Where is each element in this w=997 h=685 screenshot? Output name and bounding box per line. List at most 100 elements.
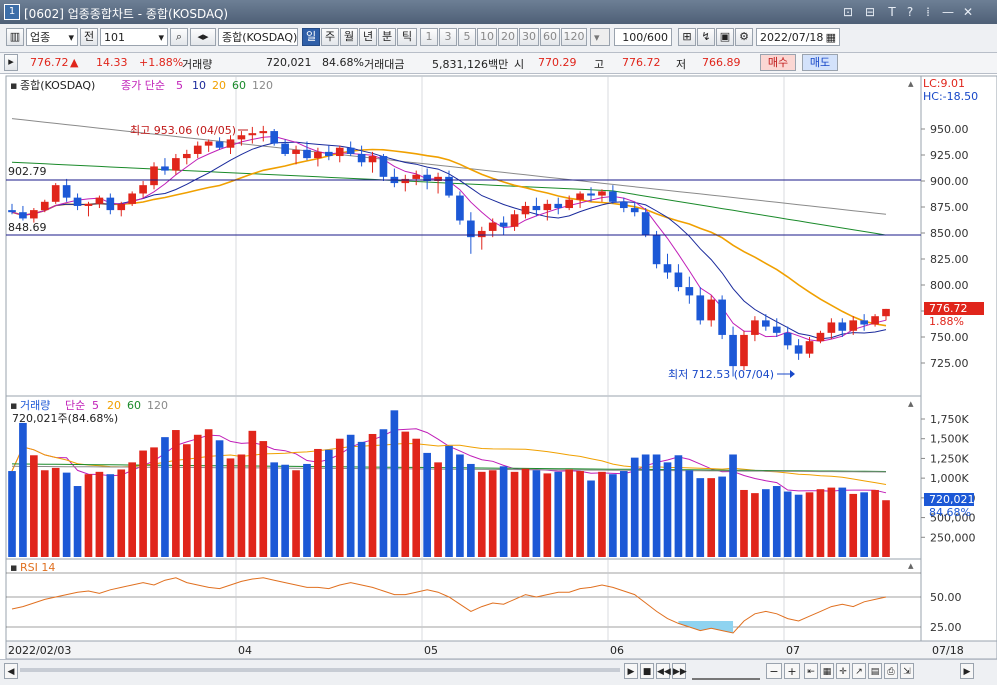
period-minute-tab[interactable]: 분 <box>378 28 396 46</box>
price-tick-label: 750.00 <box>930 331 969 344</box>
volume-bar <box>95 471 104 557</box>
step-back-icon[interactable]: ◀◀ <box>656 663 671 679</box>
price-change: 14.33 <box>96 56 128 69</box>
tool-icon[interactable]: ⊞ <box>678 28 696 46</box>
volume-bar <box>62 472 71 557</box>
price-tick-label: 825.00 <box>930 253 969 266</box>
step-120-button[interactable]: 120 <box>561 28 587 46</box>
close-button[interactable]: ✕ <box>962 5 974 19</box>
print-icon[interactable]: ⎙ <box>884 663 898 679</box>
zoom-out-button[interactable]: − <box>766 663 782 679</box>
chart-option-icon[interactable]: ▤ <box>868 663 882 679</box>
volume-bar <box>488 470 497 557</box>
period-day-tab[interactable]: 일 <box>302 28 320 46</box>
step-60-button[interactable]: 60 <box>540 28 560 46</box>
stock-chart[interactable]: 950.00 925.00 900.00 875.00 850.00 825.00 800.… <box>0 74 997 660</box>
step-30-button[interactable]: 30 <box>519 28 539 46</box>
legend-ma10: 10 <box>192 79 206 92</box>
count-field[interactable]: 100/600 <box>614 28 672 46</box>
menu-icon[interactable]: ⁞ <box>926 5 930 19</box>
volume-bar <box>226 458 235 557</box>
candle-body <box>204 141 213 146</box>
volume-bar <box>598 471 606 557</box>
scroll-left-icon[interactable]: ◀ <box>4 663 18 679</box>
search-icon[interactable]: ⌕ <box>170 28 188 46</box>
candle-body <box>215 141 224 148</box>
step-dropdown[interactable]: ▾ <box>590 28 610 46</box>
candle-body <box>805 341 814 354</box>
save-icon[interactable]: ▣ <box>716 28 734 46</box>
volume-legend-ma20: 20 <box>107 399 121 412</box>
step-1-button[interactable]: 1 <box>420 28 438 46</box>
up-arrow-icon: ▲ <box>70 56 79 69</box>
candle-body <box>740 334 748 367</box>
prev-icon[interactable]: ⇤ <box>804 663 818 679</box>
export-icon[interactable]: ⇲ <box>900 663 914 679</box>
legend-marker-icon: ▪ <box>10 561 17 574</box>
candle-body <box>434 176 442 181</box>
period-week-tab[interactable]: 주 <box>321 28 339 46</box>
expand-icon[interactable]: ▸ <box>4 54 18 71</box>
date-field[interactable]: 2022/07/18 ▦ <box>756 28 840 46</box>
step-forward-icon[interactable]: ▶▶ <box>672 663 687 679</box>
zoom-slider[interactable] <box>692 664 760 680</box>
candle-body <box>521 205 530 215</box>
layout-icon[interactable]: ⊟ <box>864 5 876 19</box>
zoom-in-button[interactable]: + <box>784 663 800 679</box>
scroll-track[interactable] <box>20 668 620 672</box>
price-legend-ma-label: 종가 단순 <box>121 79 165 92</box>
volume-bar <box>565 469 573 557</box>
volume-legend-ma-label: 단순 <box>65 399 85 412</box>
period-year-tab[interactable]: 년 <box>359 28 377 46</box>
market-select[interactable]: 업종 ▾ <box>26 28 78 46</box>
volume-bar <box>401 431 410 557</box>
candle-body <box>8 210 16 213</box>
volume-tick-label: 500,000 <box>930 512 976 525</box>
volume-bar <box>379 429 388 557</box>
candle-body <box>139 185 147 194</box>
chart-type-icon[interactable]: ▥ <box>6 28 24 46</box>
link-icon[interactable]: ⊡ <box>842 5 854 19</box>
buy-button[interactable]: 매수 <box>760 54 796 71</box>
period-month-tab[interactable]: 월 <box>340 28 358 46</box>
scroll-right-icon[interactable]: ▶ <box>960 663 974 679</box>
step-3-button[interactable]: 3 <box>439 28 457 46</box>
sell-button[interactable]: 매도 <box>802 54 838 71</box>
settings-icon[interactable]: ⚙ <box>735 28 753 46</box>
chart-area[interactable]: 950.00 925.00 900.00 875.00 850.00 825.00 800.… <box>0 74 997 660</box>
candle-body <box>51 185 60 202</box>
x-label-may: 05 <box>424 644 438 657</box>
text-icon[interactable]: T <box>888 5 896 19</box>
step-10-button[interactable]: 10 <box>477 28 497 46</box>
draw-icon[interactable]: ↯ <box>697 28 715 46</box>
prev-next-icon[interactable]: ◂▸ <box>190 28 216 46</box>
period-tick-tab[interactable]: 틱 <box>397 28 417 46</box>
volume-bar <box>73 486 82 557</box>
price-tick-label: 925.00 <box>930 149 969 162</box>
volume-bar <box>335 438 344 557</box>
volume-bar <box>357 441 366 557</box>
minimize-button[interactable]: — <box>942 5 954 19</box>
play-icon[interactable]: ▶ <box>624 663 638 679</box>
crosshair-icon[interactable]: ✛ <box>836 663 850 679</box>
low-label: 저 <box>676 58 687 71</box>
candle-body <box>117 203 126 211</box>
line-icon[interactable]: ↗ <box>852 663 866 679</box>
market-type-button[interactable]: 전 <box>80 28 98 46</box>
help-icon[interactable]: ? <box>906 5 914 19</box>
candle-body <box>467 220 475 238</box>
candle-body <box>40 201 49 211</box>
volume-bar <box>434 462 442 557</box>
candle-body <box>73 197 82 206</box>
min-arrow-head <box>790 370 795 378</box>
code-input[interactable]: 101 ▾ <box>100 28 168 46</box>
step-5-button[interactable]: 5 <box>458 28 476 46</box>
volume-tag <box>924 493 974 506</box>
price-tick-label: 875.00 <box>930 201 969 214</box>
step-20-button[interactable]: 20 <box>498 28 518 46</box>
volume-bar <box>751 493 759 557</box>
grid-icon[interactable]: ▦ <box>820 663 834 679</box>
current-price-tag <box>924 302 984 315</box>
volume-bar <box>576 471 584 557</box>
stop-icon[interactable]: ■ <box>640 663 654 679</box>
